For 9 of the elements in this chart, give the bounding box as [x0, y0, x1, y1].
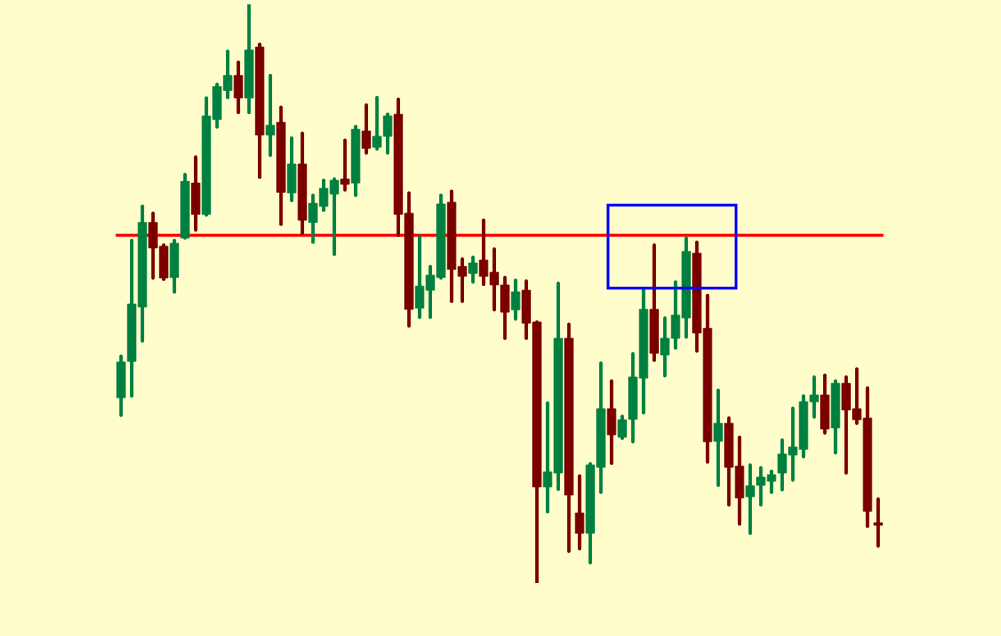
- candlestick: [468, 255, 478, 284]
- candlestick: [340, 138, 350, 192]
- candlestick: [510, 278, 521, 321]
- candlestick: [265, 73, 275, 158]
- candlestick: [233, 60, 243, 115]
- candlestick: [574, 474, 585, 551]
- candlestick: [713, 388, 723, 487]
- candlestick: [361, 103, 371, 155]
- candlestick: [873, 497, 883, 548]
